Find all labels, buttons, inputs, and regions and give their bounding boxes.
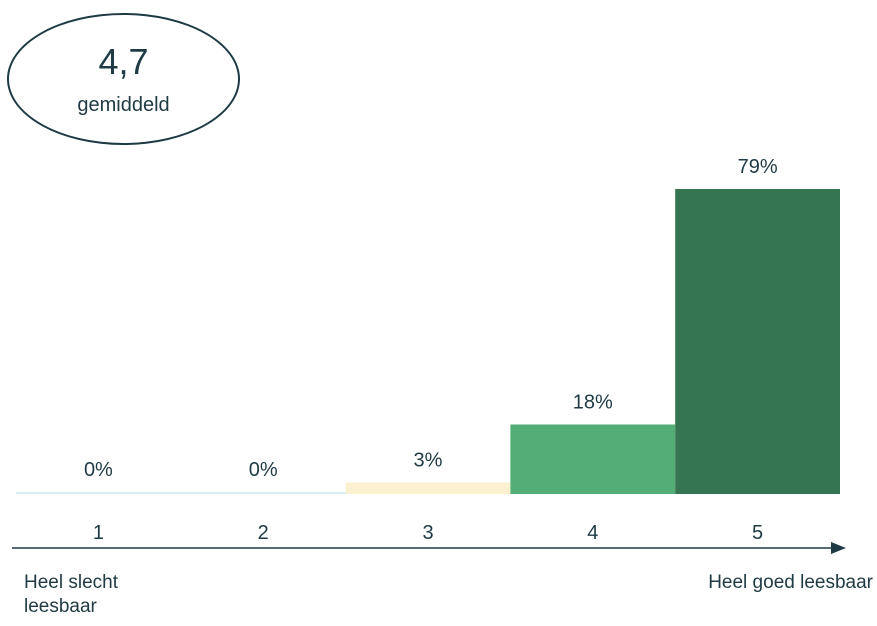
bar-3 — [345, 482, 511, 494]
average-value: 4,7 — [98, 41, 149, 82]
data-label-5: 79% — [738, 156, 778, 178]
data-label-3: 3% — [414, 449, 443, 471]
scale-max-label: Heel goed leesbaar — [708, 572, 873, 593]
data-label-2: 0% — [249, 459, 278, 481]
category-label-2: 2 — [258, 522, 269, 544]
bar-4 — [510, 424, 676, 494]
category-label-3: 3 — [422, 522, 433, 544]
scale-min-label: Heel slecht leesbaar — [24, 572, 118, 617]
category-label-1: 1 — [93, 522, 104, 544]
bar-1 — [16, 492, 181, 494]
category-label-5: 5 — [752, 522, 763, 544]
scale-axis-arrowhead — [831, 542, 846, 554]
data-label-1: 0% — [84, 459, 113, 481]
category-label-4: 4 — [587, 522, 598, 544]
average-badge: 4,7 gemiddeld — [7, 13, 240, 145]
bar-2 — [180, 492, 346, 494]
bar-5 — [675, 189, 840, 494]
average-label: gemiddeld — [77, 94, 170, 116]
data-label-4: 18% — [573, 392, 613, 414]
